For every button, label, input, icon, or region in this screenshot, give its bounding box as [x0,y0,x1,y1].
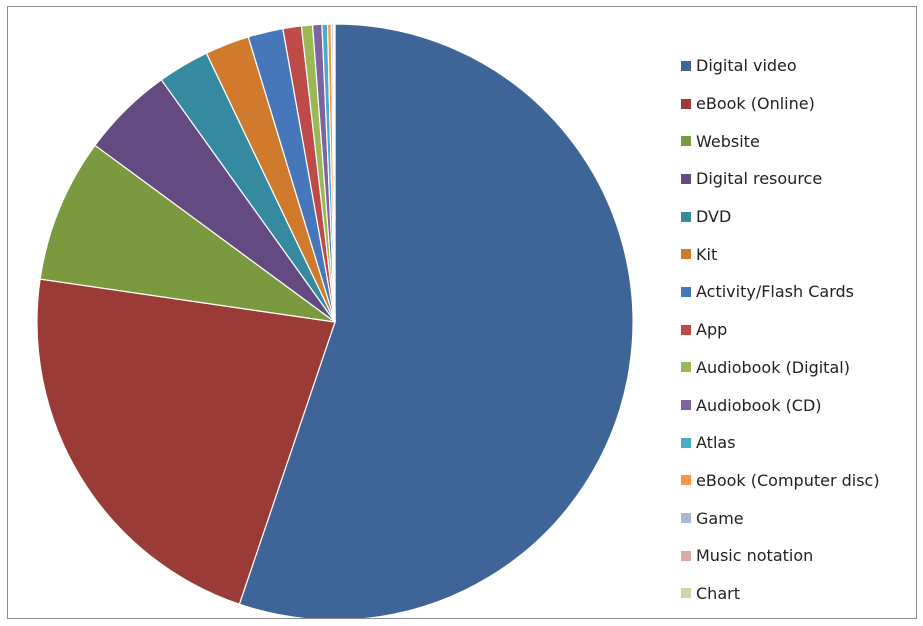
legend-item: Digital resource [681,160,921,198]
legend: Digital video eBook (Online) Website Digita… [681,47,921,612]
legend-label: Atlas [696,433,736,453]
legend-label: Chart [696,583,740,603]
legend-item: Website [681,122,921,160]
legend-label: Audiobook (CD) [696,395,822,415]
legend-item: Kit [681,235,921,273]
legend-swatch [681,437,691,448]
legend-label: Digital video [696,56,797,76]
pie-slice-1 [36,278,336,605]
pie-slice-2 [39,144,336,323]
legend-label: Digital resource [696,169,823,189]
legend-item: Atlas [681,424,921,462]
legend-item: DVD [681,198,921,236]
legend-swatch [681,400,691,411]
legend-label: Game [696,508,744,528]
legend-item: Audiobook (CD) [681,386,921,424]
legend-label: Activity/Flash Cards [696,282,855,302]
legend-swatch [681,550,691,561]
legend-swatch [681,286,691,297]
pie-slice-0 [238,23,634,618]
legend-item: eBook (Computer disc) [681,462,921,500]
legend-item: Game [681,499,921,537]
legend-label: Kit [696,244,718,264]
legend-item: Music notation [681,537,921,575]
legend-item: Chart [681,575,921,613]
pie-slice-14 [333,23,336,323]
legend-swatch [681,98,691,109]
legend-label: Website [696,131,760,151]
legend-swatch [681,211,691,222]
legend-item: App [681,311,921,349]
legend-swatch [681,362,691,373]
legend-label: Audiobook (Digital) [696,357,850,377]
legend-swatch [681,324,691,335]
legend-label: Music notation [696,546,814,566]
legend-swatch [681,173,691,184]
legend-item: Digital video [681,47,921,85]
chart-frame: Digital video eBook (Online) Website Digita… [7,6,917,619]
legend-label: eBook (Computer disc) [696,470,880,490]
pie-chart [36,23,634,618]
legend-label: eBook (Online) [696,94,815,114]
legend-swatch [681,475,691,486]
legend-item: Activity/Flash Cards [681,273,921,311]
legend-swatch [681,136,691,147]
legend-item: Audiobook (Digital) [681,349,921,387]
legend-swatch [681,249,691,260]
legend-label: App [696,320,728,340]
legend-swatch [681,513,691,524]
legend-item: eBook (Online) [681,85,921,123]
legend-swatch [681,588,691,599]
legend-swatch [681,60,691,71]
legend-label: DVD [696,207,732,227]
